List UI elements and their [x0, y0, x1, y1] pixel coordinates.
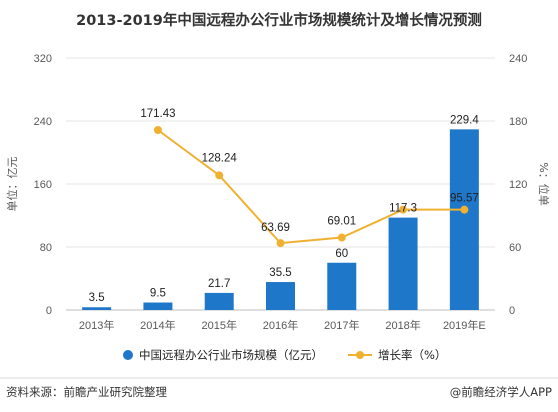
legend-line-dot	[356, 351, 364, 359]
line-value-label: 69.01	[327, 216, 356, 228]
chart-title: 2013-2019年中国远程办公行业市场规模统计及增长情况预测	[76, 11, 482, 29]
legend-line-label: 增长率（%）	[378, 348, 446, 362]
legend: 中国远程办公行业市场规模（亿元） 增长率（%）	[123, 348, 446, 362]
line-value-label: 95.57	[450, 193, 479, 205]
x-tick-label: 2013年	[79, 318, 114, 332]
right-tick-label: 0	[509, 305, 515, 317]
bar-value-label: 60	[335, 248, 348, 260]
growth-line	[157, 129, 465, 245]
bar	[204, 292, 234, 310]
left-tick-label: 320	[34, 53, 52, 65]
line-point	[399, 205, 408, 214]
bar	[388, 217, 418, 310]
line-value-label: 171.43	[140, 108, 175, 120]
line-series	[153, 125, 469, 248]
right-tick-label: 180	[509, 116, 527, 128]
bar	[449, 129, 479, 310]
bar-series	[82, 129, 479, 310]
bar	[327, 262, 357, 310]
left-tick-label: 0	[46, 305, 52, 317]
bar-value-label: 21.7	[208, 278, 230, 290]
x-tick-label: 2014年	[140, 318, 175, 332]
bar-value-label: 117.3	[389, 203, 417, 215]
data-labels: 3.5 9.5 21.7 35.5 60 117.3 229.4 171.43 128.24 63…	[89, 108, 480, 304]
right-axis-ticks: 0 60 120 180 240	[509, 53, 527, 317]
left-axis-label: 单位：亿元	[5, 157, 19, 212]
grid-lines	[66, 57, 495, 311]
x-tick-label: 2017年	[324, 318, 359, 332]
right-tick-label: 60	[509, 242, 521, 254]
left-axis-ticks: 0 80 160 240 320	[34, 53, 52, 317]
x-tick-label: 2015年	[201, 318, 236, 332]
left-tick-label: 80	[40, 242, 52, 254]
x-axis-ticks: 2013年 2014年 2015年 2016年 2017年 2018年 2019年E	[79, 318, 486, 332]
x-tick-label: 2016年	[263, 318, 298, 332]
line-point	[276, 239, 285, 248]
line-point	[215, 171, 224, 180]
x-tick-label: 2018年	[385, 318, 420, 332]
bar	[266, 282, 295, 310]
bar-value-label: 35.5	[269, 267, 291, 279]
line-point	[460, 205, 469, 214]
bar	[82, 307, 112, 310]
legend-bar-label: 中国远程办公行业市场规模（亿元）	[139, 348, 323, 362]
bar-value-label: 229.4	[450, 114, 479, 126]
right-tick-label: 120	[509, 179, 527, 191]
right-axis-label: %：位单	[537, 162, 551, 205]
legend-bar-marker	[123, 350, 133, 360]
left-tick-label: 240	[34, 116, 52, 128]
bar-value-label: 3.5	[89, 292, 105, 304]
line-value-label: 128.24	[202, 152, 238, 164]
bar-value-label: 9.5	[150, 288, 166, 300]
bar	[143, 302, 173, 310]
line-value-label: 63.69	[261, 222, 290, 234]
line-point	[337, 233, 346, 242]
left-tick-label: 160	[34, 179, 52, 191]
line-point	[153, 125, 162, 134]
x-tick-label: 2019年E	[443, 318, 486, 332]
footer-brand: @前瞻经济学人APP	[450, 385, 552, 399]
right-tick-label: 240	[509, 53, 527, 65]
footer-source: 资料来源：前瞻产业研究院整理	[6, 385, 167, 399]
